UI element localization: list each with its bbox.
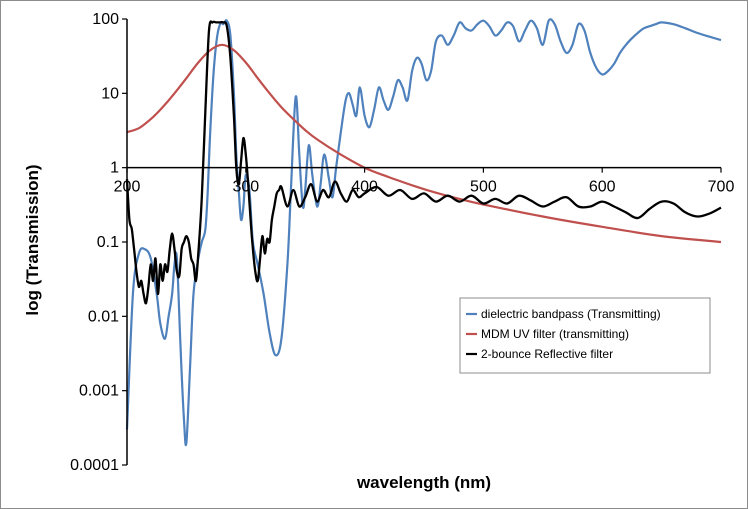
y-tick-label: 0.1 [97,234,119,251]
x-tick-label: 500 [470,179,497,196]
legend-label-mdm: MDM UV filter (transmitting) [481,327,629,341]
x-tick-label: 400 [351,179,378,196]
y-tick-label: 100 [92,11,119,28]
series-mdm-uv-filter [126,43,722,244]
x-tick-label: 200 [114,179,141,196]
x-axis-title: wavelength (nm) [356,473,491,492]
x-tick-label: 300 [232,179,259,196]
legend-label-reflective: 2-bounce Reflective filter [481,347,613,361]
legend-box [459,297,711,374]
x-tick-label: 700 [708,179,735,196]
axes-layer [126,19,721,465]
legend: dielectric bandpass (Transmitting) MDM U… [459,297,711,374]
x-tick-label: 600 [589,179,616,196]
series-layer [125,18,722,447]
y-tick-label: 10 [101,85,119,102]
y-tick-label: 0.001 [79,383,119,400]
y-tick-label: 0.0001 [70,457,119,474]
legend-label-dielectric: dielectric bandpass (Transmitting) [481,307,661,321]
y-axis-title: log (Transmission) [23,164,42,315]
series-2-bounce-reflective [125,20,722,305]
y-tick-label: 0.01 [88,308,119,325]
y-tick-label: 1 [110,160,119,177]
series-dielectric-bandpass [125,18,722,447]
ticks-layer: 0.0001 0.001 0.01 0.1 1 10 100 200 300 400 500 600 7… [70,11,734,474]
